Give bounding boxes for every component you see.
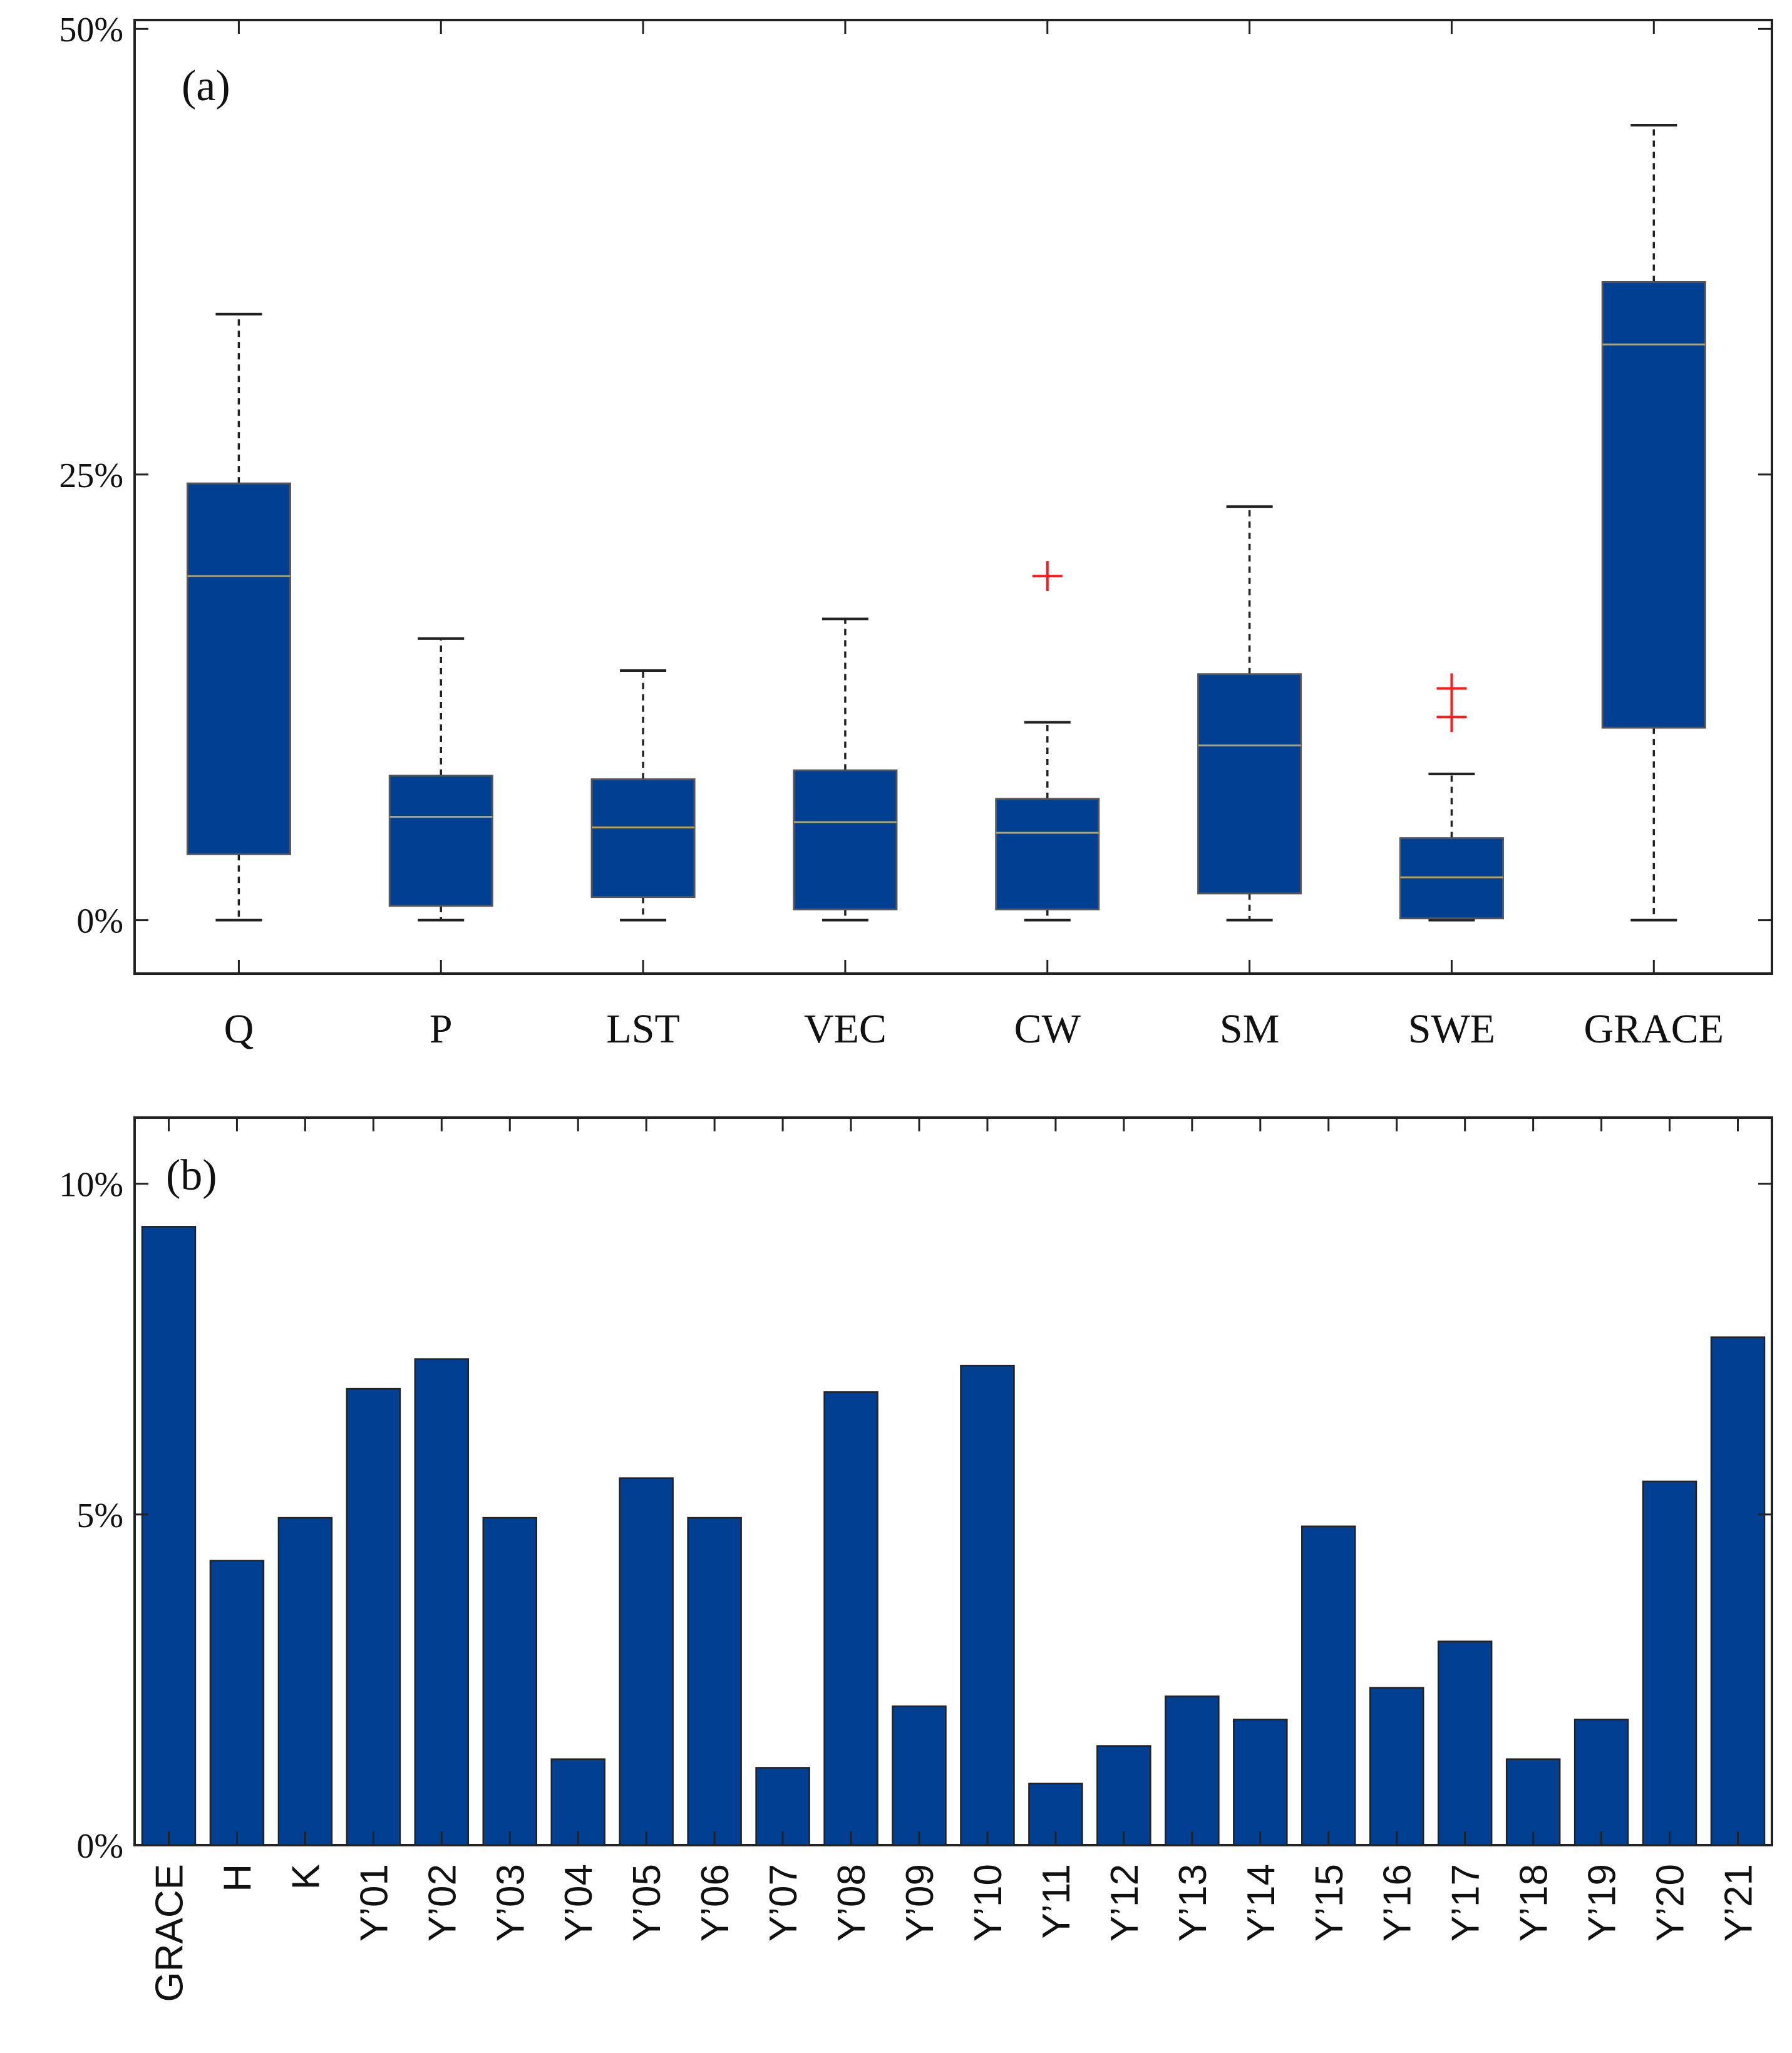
outlier-marker — [1436, 673, 1467, 704]
plot-a-labels: 0% 25% 50% Q P LST VEC CW SM SWE GRACE — [59, 11, 1724, 1052]
x-tick-label: H — [216, 1864, 259, 1892]
bar-5 — [482, 1516, 538, 1846]
box-lst — [590, 778, 696, 898]
y-tick-label: 25% — [59, 456, 123, 495]
panel-b-label: (b) — [166, 1151, 217, 1200]
outlier-marker — [1436, 702, 1467, 733]
x-tick-label: Y’11 — [1035, 1864, 1078, 1939]
x-tick-label: Y’02 — [421, 1864, 464, 1942]
bar-4 — [414, 1358, 470, 1846]
bar-1 — [209, 1560, 265, 1846]
bar-21 — [1573, 1719, 1629, 1846]
box-sm — [1197, 673, 1302, 895]
bar-chart-panel: GRACE H K Y’01 Y’02 Y’03 Y’04 Y’05 Y’06 Y’07 Y’08 Y… — [59, 1116, 1773, 2002]
x-tick-label: Y’12 — [1103, 1864, 1146, 1942]
box-q — [186, 482, 291, 855]
x-tick-label: Y’04 — [557, 1864, 600, 1942]
x-tick-label: Y’14 — [1240, 1864, 1283, 1942]
x-tick-label: P — [430, 1006, 453, 1052]
x-tick-label: Y’06 — [694, 1864, 737, 1942]
box-vec — [793, 769, 898, 911]
plot-a-ticks — [135, 20, 1772, 974]
bar-0 — [141, 1226, 197, 1846]
plot-b-frame — [133, 1116, 1773, 1846]
bar-17 — [1301, 1525, 1356, 1846]
bar-16 — [1233, 1719, 1288, 1846]
plot-b-bars — [141, 1226, 1766, 1846]
plot-b-ticks — [135, 1118, 1772, 1846]
x-tick-label: LST — [606, 1006, 679, 1052]
bar-23 — [1710, 1336, 1766, 1846]
x-tick-label: SM — [1220, 1006, 1279, 1052]
bar-2 — [277, 1516, 333, 1846]
x-tick-label: VEC — [804, 1006, 887, 1052]
bar-10 — [823, 1391, 878, 1846]
bar-8 — [687, 1516, 742, 1846]
x-tick-label: Y’01 — [353, 1864, 396, 1942]
x-tick-label: Y’21 — [1717, 1864, 1761, 1942]
x-tick-label: SWE — [1408, 1006, 1495, 1052]
x-tick-label: K — [284, 1864, 327, 1890]
box-cw — [995, 798, 1100, 911]
x-tick-label: Q — [224, 1006, 254, 1052]
bar-18 — [1369, 1687, 1424, 1846]
bar-22 — [1642, 1480, 1697, 1846]
bar-12 — [960, 1364, 1015, 1846]
y-tick-label: 5% — [76, 1496, 123, 1535]
box-p — [388, 774, 493, 907]
y-tick-label: 0% — [76, 1827, 123, 1866]
x-tick-label: Y’08 — [830, 1864, 873, 1942]
bar-13 — [1028, 1783, 1083, 1846]
plot-b-labels: GRACE H K Y’01 Y’02 Y’03 Y’04 Y’05 Y’06 Y’07 Y’08 Y… — [59, 1166, 1760, 2002]
y-tick-label: 10% — [59, 1166, 123, 1205]
bar-14 — [1096, 1745, 1151, 1846]
x-tick-label: Y’05 — [626, 1864, 669, 1942]
box-grace — [1601, 280, 1706, 729]
x-tick-label: Y’03 — [489, 1864, 532, 1942]
x-tick-label: Y’18 — [1513, 1864, 1556, 1942]
x-tick-label: Y’17 — [1444, 1864, 1488, 1942]
x-tick-label: Y’09 — [899, 1864, 942, 1942]
bar-6 — [550, 1758, 605, 1846]
x-tick-label: Y’07 — [762, 1864, 805, 1942]
x-tick-label: Y’13 — [1171, 1864, 1215, 1942]
plot-a-frame — [133, 19, 1773, 975]
panel-a-label: (a) — [182, 62, 230, 110]
x-tick-label: Y’10 — [967, 1864, 1010, 1942]
bar-11 — [892, 1705, 947, 1846]
outlier-marker — [1032, 561, 1063, 592]
x-tick-label: Y’20 — [1649, 1864, 1692, 1942]
bar-7 — [619, 1477, 674, 1846]
bar-15 — [1165, 1695, 1220, 1846]
x-tick-label: CW — [1014, 1006, 1081, 1052]
bar-20 — [1505, 1758, 1561, 1846]
y-tick-label: 50% — [59, 11, 123, 49]
x-tick-label: GRACE — [148, 1864, 191, 2002]
y-tick-label: 0% — [76, 902, 123, 941]
bar-3 — [346, 1387, 401, 1846]
box-plot-panel: 0% 25% 50% Q P LST VEC CW SM SWE GRACE (a) — [59, 11, 1773, 1052]
bar-19 — [1437, 1640, 1493, 1846]
plot-a-boxes — [186, 123, 1706, 922]
x-tick-label: Y’19 — [1581, 1864, 1624, 1942]
x-tick-label: GRACE — [1583, 1006, 1724, 1052]
x-tick-label: Y’16 — [1376, 1864, 1419, 1942]
x-tick-label: Y’15 — [1308, 1864, 1351, 1942]
